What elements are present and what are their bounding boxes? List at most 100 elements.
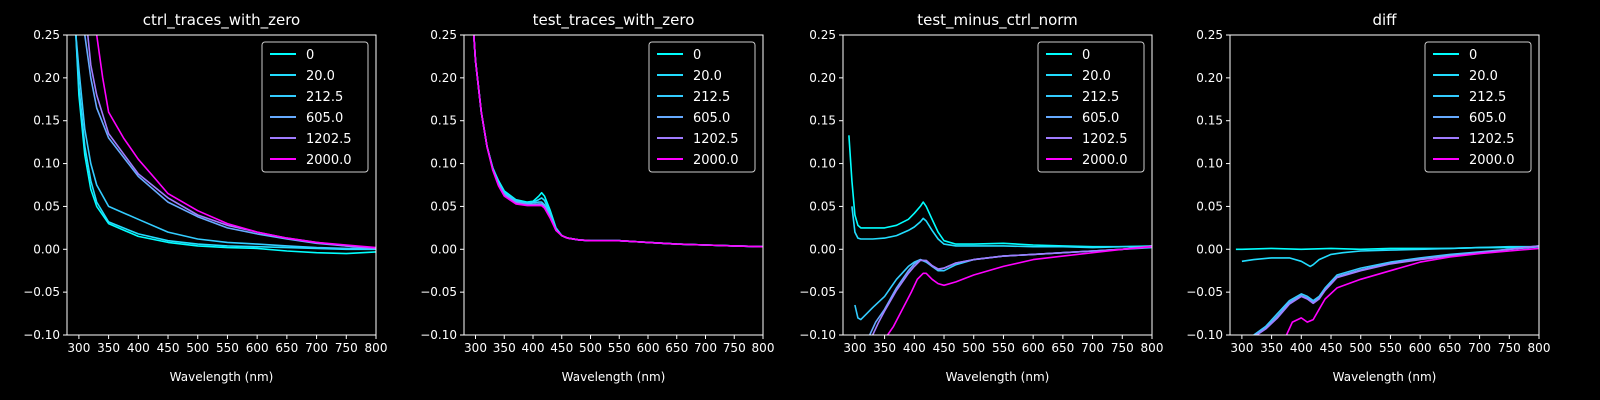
y-tick-label: −0.05 [420, 285, 457, 299]
axes-frame [1229, 34, 1540, 336]
legend-label: 2000.0 [693, 153, 739, 168]
x-tick-label: 650 [275, 341, 298, 355]
series-line-5 [473, 35, 763, 248]
legend: 0 20.0 212.5 605.0 1202.5 2000.0 [261, 41, 369, 173]
series-lines [848, 135, 1152, 335]
x-tick-label: 500 [579, 341, 602, 355]
x-tick-label: 800 [1528, 341, 1551, 355]
series-line-0 [848, 135, 1152, 248]
chart-panel-3: diff 300 350 400 450 500 550 600 650 700 750 800 −0.… [1186, 11, 1550, 384]
x-tick-label: 650 [1438, 341, 1461, 355]
y-tick-label: 0.00 [809, 242, 836, 256]
axes-frame [463, 34, 764, 336]
y-tick-label: 0.20 [1196, 71, 1223, 85]
y-tick-label: 0.10 [1196, 157, 1223, 171]
x-axis-label: Wavelength (nm) [1333, 370, 1437, 384]
legend-label: 212.5 [1469, 90, 1506, 105]
x-tick-label: 300 [1230, 341, 1253, 355]
series-line-3 [84, 35, 376, 250]
x-axis-label: Wavelength (nm) [562, 370, 666, 384]
legend-label: 1202.5 [1469, 132, 1515, 147]
legend-label: 212.5 [693, 90, 730, 105]
x-tick-label: 300 [464, 341, 487, 355]
x-tick-label: 600 [246, 341, 269, 355]
chart-title: test_traces_with_zero [533, 11, 695, 30]
series-line-1 [1241, 245, 1539, 268]
series-line-2 [1253, 245, 1539, 335]
chart-panel-0: ctrl_traces_with_zero 300 350 400 450 500 550 6… [23, 11, 387, 384]
y-tick-label: 0.05 [33, 199, 60, 213]
x-tick-label: 500 [1349, 341, 1372, 355]
series-line-1 [851, 206, 1152, 249]
x-tick-label: 750 [723, 341, 746, 355]
series-lines [75, 35, 376, 255]
series-line-4 [871, 245, 1152, 335]
y-tick-label: 0.15 [33, 114, 60, 128]
x-tick-label: 800 [1141, 341, 1164, 355]
y-tick-label: −0.05 [799, 285, 836, 299]
legend-label: 2000.0 [306, 153, 352, 168]
legend-label: 1202.5 [1082, 132, 1128, 147]
x-tick-label: 450 [933, 341, 956, 355]
y-tick-label: 0.00 [33, 242, 60, 256]
x-tick-label: 600 [637, 341, 660, 355]
series-line-2 [75, 35, 376, 250]
y-tick-label: 0.20 [430, 71, 457, 85]
y-tick-label: 0.10 [33, 157, 60, 171]
x-tick-label: 750 [1111, 341, 1134, 355]
y-tick-label: −0.10 [420, 328, 457, 342]
series-lines [1235, 245, 1539, 335]
x-tick-label: 600 [1409, 341, 1432, 355]
legend-label: 20.0 [1082, 69, 1111, 84]
y-tick-label: 0.25 [33, 28, 60, 42]
chart-panel-2: test_minus_ctrl_norm 300 350 400 450 500 550 60… [799, 11, 1163, 384]
y-tick-label: 0.25 [809, 28, 836, 42]
legend: 0 20.0 212.5 605.0 1202.5 2000.0 [1424, 41, 1532, 173]
x-tick-label: 350 [97, 341, 120, 355]
x-tick-label: 350 [1260, 341, 1283, 355]
x-tick-label: 350 [873, 341, 896, 355]
chart-title: diff [1372, 11, 1397, 29]
legend-label: 605.0 [306, 111, 343, 126]
chart-panel-1: test_traces_with_zero 300 350 400 450 500 550 6… [420, 11, 774, 384]
x-tick-label: 300 [67, 341, 90, 355]
legend-label: 605.0 [1469, 111, 1506, 126]
x-tick-label: 550 [216, 341, 239, 355]
series-line-5 [1285, 247, 1539, 335]
axes-frame [66, 34, 377, 336]
y-tick-label: 0.05 [430, 199, 457, 213]
x-tick-label: 500 [962, 341, 985, 355]
series-line-0 [75, 35, 376, 255]
y-tick-label: 0.20 [33, 71, 60, 85]
legend-label: 20.0 [306, 69, 335, 84]
x-tick-label: 300 [843, 341, 866, 355]
legend-label: 20.0 [1469, 69, 1498, 84]
y-tick-label: −0.05 [23, 285, 60, 299]
legend-label: 1202.5 [306, 132, 352, 147]
x-tick-label: 600 [1022, 341, 1045, 355]
x-tick-label: 750 [1498, 341, 1521, 355]
y-tick-label: −0.10 [1186, 328, 1223, 342]
chart-title: ctrl_traces_with_zero [143, 11, 300, 30]
x-tick-label: 650 [665, 341, 688, 355]
x-tick-label: 700 [694, 341, 717, 355]
x-axis-label: Wavelength (nm) [946, 370, 1050, 384]
y-tick-label: −0.05 [1186, 285, 1223, 299]
legend-label: 1202.5 [693, 132, 739, 147]
x-tick-label: 450 [550, 341, 573, 355]
y-tick-label: 0.10 [430, 157, 457, 171]
y-tick-label: −0.10 [799, 328, 836, 342]
x-tick-label: 700 [1081, 341, 1104, 355]
legend-label: 2000.0 [1082, 153, 1128, 168]
x-tick-label: 800 [752, 341, 775, 355]
y-tick-label: 0.15 [430, 114, 457, 128]
y-tick-label: 0.25 [430, 28, 457, 42]
legend-label: 212.5 [306, 90, 343, 105]
y-tick-label: 0.15 [1196, 114, 1223, 128]
chart-title: test_minus_ctrl_norm [917, 11, 1078, 30]
y-tick-label: 0.00 [430, 242, 457, 256]
legend-label: 20.0 [693, 69, 722, 84]
x-tick-label: 350 [493, 341, 516, 355]
legend-label: 0 [1082, 48, 1090, 63]
